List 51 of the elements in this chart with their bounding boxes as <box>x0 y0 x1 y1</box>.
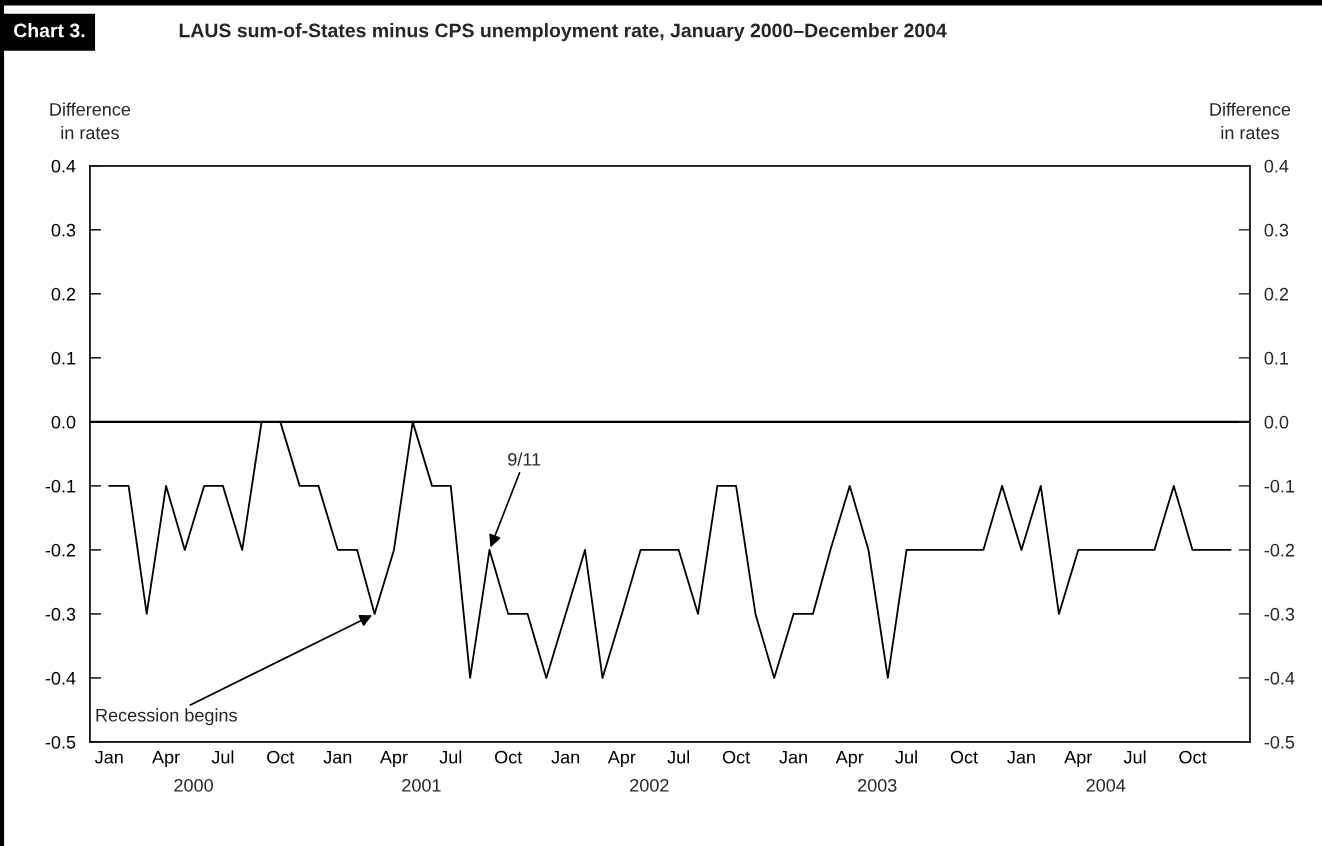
x-tick-label: Oct <box>722 750 751 764</box>
y-tick-label: -0.5 <box>45 735 76 749</box>
y-tick-label: 0.2 <box>51 287 76 301</box>
x-tick-label: Apr <box>607 750 636 768</box>
x-tick-label: Jul <box>439 750 462 764</box>
x-tick-label: Jul <box>211 750 234 764</box>
y-tick-label: 0.0 <box>51 415 76 429</box>
y2-tick-label: -0.4 <box>1264 671 1295 685</box>
annotation: 9/11 <box>508 452 541 466</box>
x2-tick-label: 2000 <box>174 778 213 792</box>
y-tick-label: -0.4 <box>45 671 76 685</box>
y-tick-label: 0.1 <box>51 351 76 365</box>
x-tick-label: Apr <box>152 750 180 768</box>
x-tick-label: Oct <box>1179 750 1207 764</box>
x2-tick-label: 2001 <box>402 778 441 792</box>
y-tick-label: -0.3 <box>45 607 76 621</box>
y-tick-label: 0.3 <box>51 223 76 237</box>
x2-tick-label: 2002 <box>630 778 669 792</box>
x-tick-label: Oct <box>950 750 978 764</box>
x-tick-label: Apr <box>1064 750 1092 768</box>
x-tick-label: Jan <box>1007 750 1035 764</box>
y2-tick-label: -0.1 <box>1264 479 1295 493</box>
x-tick-label: Jul <box>667 750 689 764</box>
x-tick-label: Jan <box>779 750 807 764</box>
x-tick-label: Jan <box>94 750 123 764</box>
x-tick-label: Jul <box>895 750 917 764</box>
y2-tick-label: 0.3 <box>1264 223 1289 237</box>
x-tick-label: Jul <box>1123 750 1146 764</box>
y2-tick-label: 0.1 <box>1264 351 1289 365</box>
caption: Chart 3. <box>14 23 85 38</box>
y2-tick-label: -0.2 <box>1264 543 1295 557</box>
y2-tick-label: 0.2 <box>1264 287 1289 301</box>
x-tick-label: Apr <box>835 750 864 768</box>
x-tick-label: Jan <box>551 750 580 764</box>
x-tick-label: Oct <box>495 750 523 764</box>
y2-axis-title: Difference in rates <box>1210 102 1291 140</box>
y2-tick-label: -0.3 <box>1264 607 1295 621</box>
x-tick-label: Jan <box>323 750 352 764</box>
y2-tick-label: 0.4 <box>1264 159 1289 173</box>
y-tick-label: -0.1 <box>45 479 76 493</box>
chart-title: LAUS sum-of-States minus CPS unemployment rate, January 2000–December 2004 <box>179 23 947 42</box>
annotation: Recession begins <box>96 708 237 726</box>
x2-tick-label: 2004 <box>1086 778 1126 792</box>
y-tick-label: -0.2 <box>45 543 76 557</box>
y2-tick-label: 0.0 <box>1264 415 1289 429</box>
y2-tick-label: -0.5 <box>1264 735 1295 749</box>
y-axis-title: Difference in rates <box>50 102 131 140</box>
x-tick-label: Oct <box>267 750 295 764</box>
x2-tick-label: 2003 <box>858 778 897 792</box>
y-tick-label: 0.4 <box>51 159 76 173</box>
x-tick-label: Apr <box>379 750 408 768</box>
